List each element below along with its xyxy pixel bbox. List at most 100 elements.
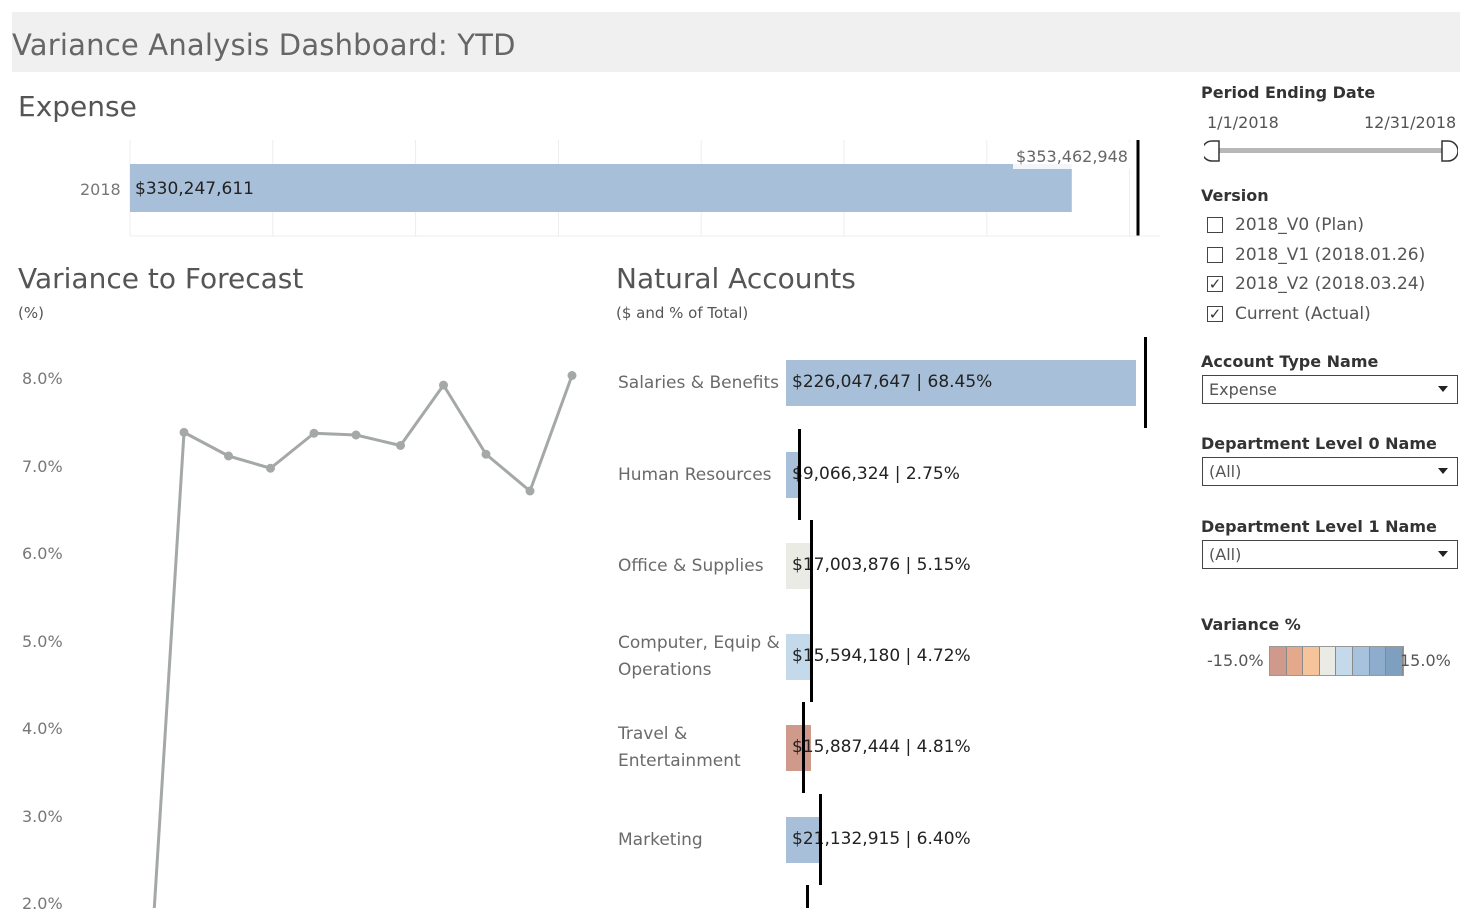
legend-swatch [1319, 647, 1337, 675]
account-category-label: Marketing [618, 827, 703, 854]
expense-target-label-bg [1013, 142, 1132, 169]
checkbox-unchecked-icon[interactable] [1207, 217, 1223, 233]
expense-title: Expense [18, 90, 137, 123]
version-option[interactable]: ✓ Current (Actual) [1207, 304, 1371, 324]
version-option[interactable]: 2018_V1 (2018.01.26) [1207, 245, 1425, 265]
account-bar[interactable] [786, 817, 819, 863]
checkbox-checked-icon[interactable]: ✓ [1207, 304, 1223, 323]
period-slider-end-handle[interactable] [1440, 140, 1458, 162]
account-category-label-line: Travel & [618, 724, 688, 744]
account-type-filter-title: Account Type Name [1201, 352, 1379, 371]
variance-point[interactable] [481, 449, 491, 459]
account-value-label: $226,047,647 | 68.45% [792, 372, 993, 392]
variance-line-chart [152, 371, 577, 908]
account-category-label-line: Office & Supplies [618, 555, 764, 576]
account-bar[interactable] [786, 452, 801, 498]
y-tick-label: 3.0% [22, 806, 63, 826]
legend-swatch [1386, 647, 1403, 675]
dept0-value: (All) [1209, 462, 1242, 481]
dashboard-title: Variance Analysis Dashboard: YTD [12, 28, 516, 62]
natural-accounts-title: Natural Accounts [616, 262, 856, 295]
legend-swatch [1352, 647, 1370, 675]
version-option[interactable]: ✓ 2018_V2 (2018.03.24) [1207, 274, 1425, 294]
account-type-dropdown[interactable]: Expense [1202, 375, 1458, 404]
account-target-line [1143, 337, 1147, 428]
version-option-label: 2018_V0 (Plan) [1235, 215, 1365, 235]
variance-title: Variance to Forecast [18, 262, 304, 295]
account-category-label-line: Human Resources [618, 464, 772, 485]
account-bar[interactable] [786, 634, 811, 680]
period-slider-track[interactable] [1212, 148, 1448, 153]
dept0-dropdown[interactable]: (All) [1202, 457, 1458, 486]
account-bar[interactable] [786, 543, 813, 589]
variance-series-line [152, 374, 574, 908]
legend-swatch [1270, 647, 1287, 675]
version-filter-title: Version [1201, 186, 1269, 205]
expense-year-label: 2018 [80, 180, 121, 199]
account-target-line [819, 794, 823, 885]
variance-legend-max: 15.0% [1400, 651, 1451, 670]
account-value-label: $17,003,876 | 5.15% [792, 555, 971, 575]
y-tick-label: 4.0% [22, 719, 63, 738]
legend-swatch [1369, 647, 1387, 675]
variance-point[interactable] [224, 451, 233, 461]
account-target-line [801, 702, 805, 793]
period-slider-start-handle[interactable] [1204, 140, 1222, 162]
account-value-label: $21,132,915 | 6.40% [792, 829, 971, 849]
account-value-label: $15,887,444 | 4.81% [792, 737, 971, 757]
expense-target-label: $353,462,948 [1016, 147, 1128, 166]
legend-swatch [1336, 647, 1353, 675]
account-value-label: $9,066,324 | 2.75% [792, 464, 960, 484]
dept1-dropdown[interactable]: (All) [1202, 540, 1458, 569]
account-category-label-line: Computer, Equip & [618, 633, 780, 653]
account-bar[interactable] [786, 360, 1136, 406]
account-target-line [797, 429, 801, 520]
account-target-line [806, 885, 809, 908]
account-category-label-line: Entertainment [618, 751, 741, 771]
version-option-label: 2018_V2 (2018.03.24) [1235, 274, 1426, 294]
version-option-label: Current (Actual) [1235, 303, 1371, 324]
checkbox-checked-icon[interactable]: ✓ [1207, 275, 1223, 293]
variance-point[interactable] [266, 463, 275, 473]
account-category-label: Travel & Entertainment [618, 721, 741, 775]
account-category-label-line: Marketing [618, 829, 703, 850]
variance-point[interactable] [179, 427, 189, 437]
variance-legend-title: Variance % [1201, 615, 1301, 634]
variance-point[interactable] [396, 441, 405, 450]
variance-point[interactable] [567, 371, 577, 380]
account-bar[interactable] [786, 725, 811, 771]
y-tick-label: 5.0% [22, 631, 63, 651]
variance-legend-min: -15.0% [1207, 651, 1264, 670]
account-type-value: Expense [1209, 380, 1277, 399]
account-category-label: Computer, Equip & Operations [618, 630, 780, 684]
y-tick-label: 6.0% [22, 544, 63, 563]
dept1-filter-title: Department Level 1 Name [1201, 517, 1437, 536]
dept0-filter-title: Department Level 0 Name [1201, 434, 1437, 453]
chevron-down-icon [1438, 386, 1448, 392]
variance-point[interactable] [439, 380, 448, 390]
expense-bar[interactable] [130, 164, 1072, 212]
period-end-value: 12/31/2018 [1364, 113, 1457, 132]
period-start-value: 1/1/2018 [1207, 113, 1279, 132]
variance-point[interactable] [351, 430, 361, 440]
account-category-label: Office & Supplies [618, 553, 764, 580]
version-option-label: 2018_V1 (2018.01.26) [1235, 244, 1426, 265]
legend-swatch [1286, 647, 1304, 675]
chevron-down-icon [1438, 551, 1448, 557]
dept1-value: (All) [1209, 545, 1242, 564]
variance-point[interactable] [525, 486, 535, 496]
period-filter-title: Period Ending Date [1201, 83, 1376, 102]
y-tick-label: 8.0% [22, 369, 63, 388]
variance-point[interactable] [309, 428, 319, 438]
checkbox-unchecked-icon[interactable] [1207, 246, 1223, 263]
account-category-label-line: Operations [618, 660, 712, 680]
y-tick-label: 7.0% [22, 456, 63, 476]
account-target-line [809, 611, 813, 702]
version-option[interactable]: 2018_V0 (Plan) [1207, 215, 1364, 235]
account-target-line [810, 520, 814, 611]
natural-accounts-subtitle: ($ and % of Total) [616, 304, 749, 322]
variance-points [179, 371, 577, 496]
variance-legend-color-ramp [1269, 646, 1404, 676]
legend-swatch [1303, 647, 1320, 675]
expense-actual-label: $330,247,611 [135, 179, 254, 199]
